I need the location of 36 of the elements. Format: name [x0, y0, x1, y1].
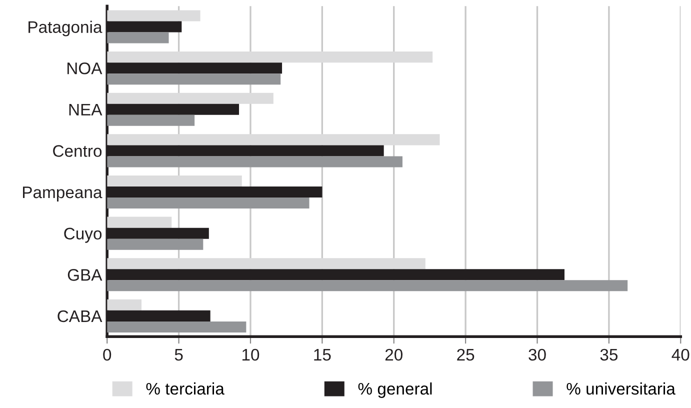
y-tick-label: GBA	[68, 269, 102, 281]
legend-label: % universitaria	[566, 382, 676, 395]
x-tick-label: 30	[528, 348, 546, 361]
bar	[107, 74, 281, 85]
x-tick-label: 5	[174, 349, 183, 361]
x-tick-label: 15	[314, 349, 331, 361]
bar	[107, 175, 242, 187]
x-tick-label: 25	[457, 348, 474, 361]
bar	[107, 114, 195, 126]
y-tick-label: Centro	[53, 145, 102, 157]
bar	[107, 238, 204, 250]
bar	[107, 10, 200, 22]
bar	[107, 216, 172, 228]
y-tick-label: Pampeana	[23, 186, 102, 202]
bar	[107, 299, 142, 310]
bar	[107, 52, 433, 63]
y-tick-label: NOA	[67, 62, 102, 74]
y-tick-label: Cuyo	[64, 228, 102, 243]
bar	[107, 280, 628, 292]
x-tick-label: 20	[385, 348, 402, 361]
y-tick-label: CABA	[58, 310, 102, 322]
bar	[107, 156, 402, 168]
x-tick-label: 40	[672, 348, 690, 361]
x-tick-label: 10	[242, 348, 260, 361]
x-tick-label: 35	[600, 348, 618, 361]
x-tick-label: 0	[103, 348, 112, 361]
legend-label: % terciaria	[146, 382, 224, 395]
bar	[107, 198, 310, 209]
bar	[107, 92, 274, 104]
y-tick-label: Patagonia	[28, 20, 102, 36]
legend-label: % general	[358, 382, 432, 398]
bar	[107, 32, 169, 44]
bar	[107, 134, 440, 146]
y-tick-label: NEA	[69, 104, 102, 116]
bar	[107, 258, 426, 270]
bar	[107, 321, 246, 332]
